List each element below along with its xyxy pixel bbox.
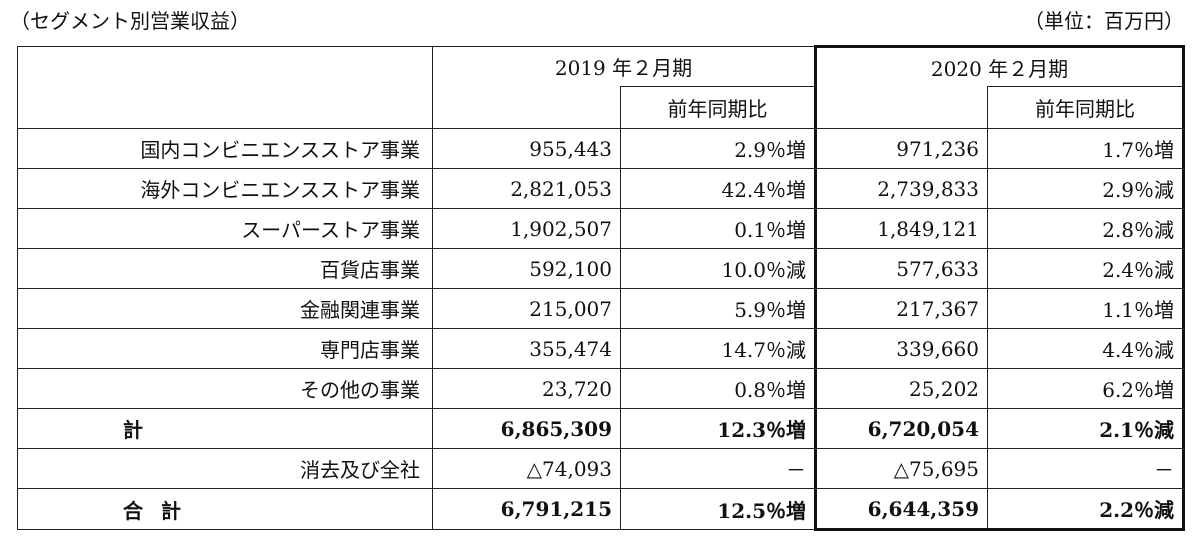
yoy-2019: 5.9％増 xyxy=(619,288,817,329)
segment-revenue-table: 2019 年２月期 2020 年２月期 前年同期比 前年同期比 国内コンビニエン… xyxy=(17,45,1186,531)
segment-label: 百貨店事業 xyxy=(17,248,433,289)
header-empty-2020 xyxy=(814,86,989,129)
header-row-periods: 2019 年２月期 2020 年２月期 xyxy=(17,45,1186,129)
grand-total-yoy-2020: 2.2％減 xyxy=(987,488,1186,531)
elimination-value-2020: △75,695 xyxy=(814,448,989,489)
segment-label: 専門店事業 xyxy=(17,328,433,369)
subtotal-value-2020: 6,720,054 xyxy=(814,408,989,449)
yoy-2019: 42.4％増 xyxy=(619,168,817,209)
subtotal-yoy-2020: 2.1％減 xyxy=(987,408,1186,449)
value-2020: 25,202 xyxy=(814,368,989,409)
table-caption: （セグメント別営業収益） xyxy=(10,9,250,33)
table-row: 国内コンビニエンスストア事業 955,443 2.9％増 971,236 1.7… xyxy=(17,128,1186,169)
yoy-2020: 4.4％減 xyxy=(987,328,1186,369)
subtotal-value-2019: 6,865,309 xyxy=(432,408,621,449)
value-2020: 339,660 xyxy=(814,328,989,369)
segment-label: その他の事業 xyxy=(17,368,433,409)
elimination-yoy-2020: － xyxy=(987,448,1186,489)
elimination-label: 消去及び全社 xyxy=(17,448,433,489)
grand-total-value-2020: 6,644,359 xyxy=(814,488,989,531)
yoy-2019: 0.8％増 xyxy=(619,368,817,409)
value-2019: 592,100 xyxy=(432,248,621,289)
header-yoy-2020: 前年同期比 xyxy=(987,86,1186,129)
segment-label: 海外コンビニエンスストア事業 xyxy=(17,168,433,209)
header-yoy-2019: 前年同期比 xyxy=(619,86,817,129)
grand-total-row: 合計 6,791,215 12.5％増 6,644,359 2.2％減 xyxy=(17,488,1186,531)
value-2020: 1,849,121 xyxy=(814,208,989,249)
header-empty-cell xyxy=(17,46,433,129)
subtotal-yoy-2019: 12.3％増 xyxy=(619,408,817,449)
yoy-2020: 1.1％増 xyxy=(987,288,1186,329)
grand-total-yoy-2019: 12.5％増 xyxy=(619,488,817,530)
value-2020: 2,739,833 xyxy=(814,168,989,209)
header-period-2019: 2019 年２月期 xyxy=(431,46,817,87)
value-2019: 2,821,053 xyxy=(432,168,621,209)
subtotal-row: 計 6,865,309 12.3％増 6,720,054 2.1％減 xyxy=(17,408,1186,449)
table-row: 専門店事業 355,474 14.7％減 339,660 4.4％減 xyxy=(17,328,1186,369)
yoy-2020: 1.7％増 xyxy=(987,128,1186,169)
table-row: 金融関連事業 215,007 5.9％増 217,367 1.1％増 xyxy=(17,288,1186,329)
value-2020: 217,367 xyxy=(814,288,989,329)
subtotal-label: 計 xyxy=(17,408,433,449)
value-2020: 971,236 xyxy=(814,128,989,169)
grand-total-label-text: 合計 xyxy=(123,498,199,523)
yoy-2019: 14.7％減 xyxy=(619,328,817,369)
segment-label: 金融関連事業 xyxy=(17,288,433,329)
yoy-2019: 0.1％増 xyxy=(619,208,817,249)
value-2019: 215,007 xyxy=(432,288,621,329)
table-row: 海外コンビニエンスストア事業 2,821,053 42.4％増 2,739,83… xyxy=(17,168,1186,209)
yoy-2020: 2.9％減 xyxy=(987,168,1186,209)
segment-label: スーパーストア事業 xyxy=(17,208,433,249)
table-row: 百貨店事業 592,100 10.0％減 577,633 2.4％減 xyxy=(17,248,1186,289)
value-2019: 1,902,507 xyxy=(432,208,621,249)
elimination-value-2019: △74,093 xyxy=(432,448,621,489)
table-row: その他の事業 23,720 0.8％増 25,202 6.2％増 xyxy=(17,368,1186,409)
elimination-yoy-2019: － xyxy=(619,448,817,489)
grand-total-value-2019: 6,791,215 xyxy=(432,488,621,530)
value-2020: 577,633 xyxy=(814,248,989,289)
segment-label: 国内コンビニエンスストア事業 xyxy=(17,128,433,169)
value-2019: 955,443 xyxy=(432,128,621,169)
header-empty-2019 xyxy=(432,86,621,129)
header-period-2020: 2020 年２月期 xyxy=(814,45,1186,87)
table-row: スーパーストア事業 1,902,507 0.1％増 1,849,121 2.8％… xyxy=(17,208,1186,249)
grand-total-label: 合計 xyxy=(17,488,433,530)
header-row-yoy: 前年同期比 前年同期比 xyxy=(18,86,1186,129)
yoy-2020: 2.8％減 xyxy=(987,208,1186,249)
value-2019: 23,720 xyxy=(432,368,621,409)
yoy-2020: 6.2％増 xyxy=(987,368,1186,409)
yoy-2019: 10.0％減 xyxy=(619,248,817,289)
unit-label: （単位：百万円） xyxy=(1024,9,1184,33)
yoy-2020: 2.4％減 xyxy=(987,248,1186,289)
elimination-row: 消去及び全社 △74,093 － △75,695 － xyxy=(17,448,1186,489)
value-2019: 355,474 xyxy=(432,328,621,369)
yoy-2019: 2.9％増 xyxy=(619,128,817,169)
